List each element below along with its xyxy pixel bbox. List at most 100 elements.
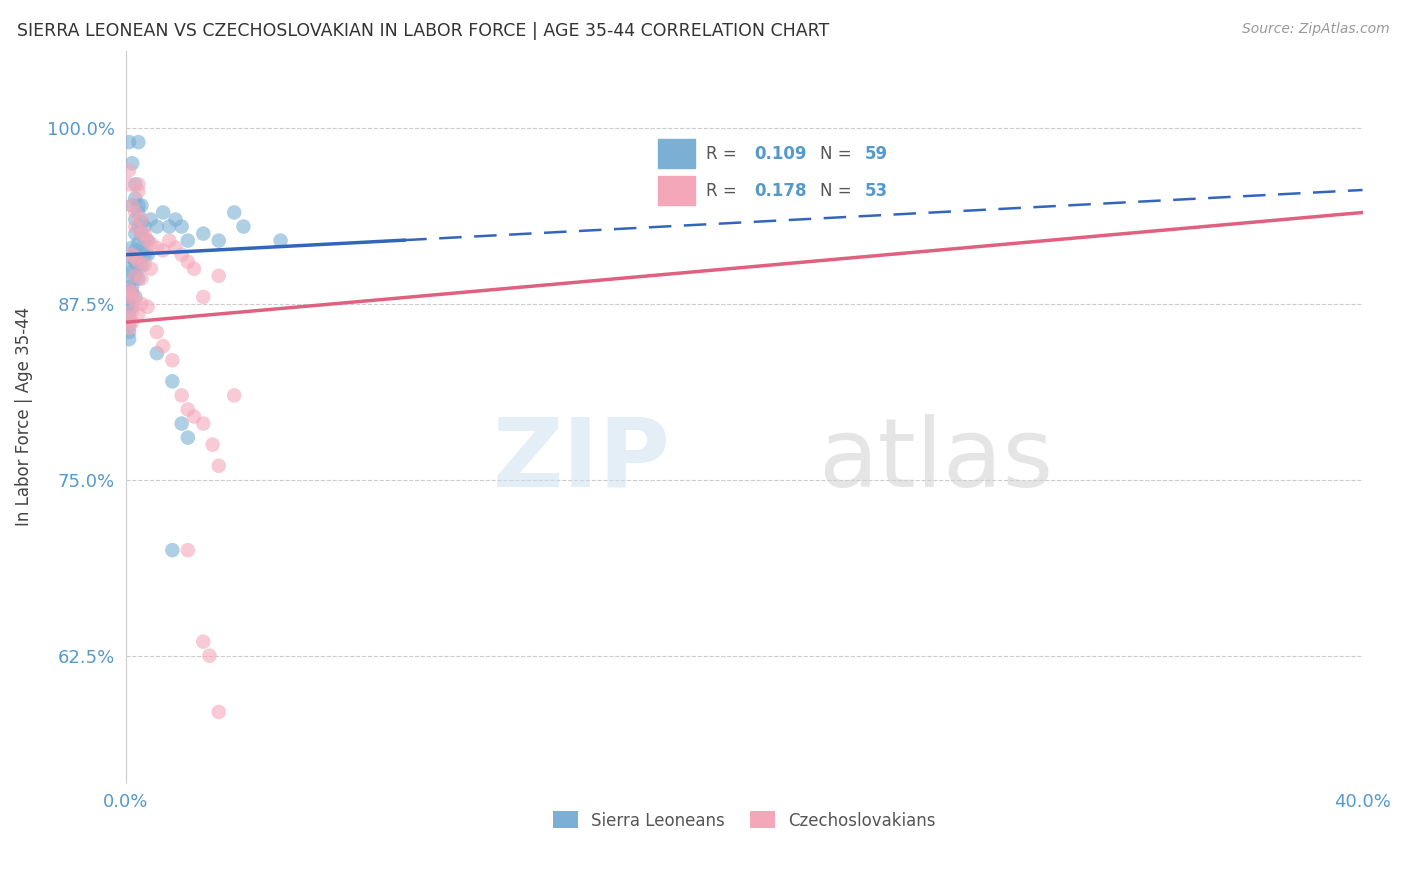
Point [127,198,149,212]
Point [232,219,254,234]
Text: 53: 53 [865,182,889,200]
Bar [658,177,695,205]
Text: ZIP: ZIP [492,414,671,507]
Point [177,431,200,445]
Point [131,244,153,259]
Point [152,205,174,219]
Point [131,227,153,241]
Text: 59: 59 [865,145,889,162]
Point [146,346,169,360]
Point [124,205,146,219]
Point [193,290,215,304]
Point [165,212,187,227]
Point [208,268,231,283]
Point [118,290,141,304]
Point [127,135,149,149]
Point [118,311,141,326]
Text: 0.178: 0.178 [755,182,807,200]
Point [121,300,143,314]
Point [124,254,146,268]
Point [170,248,193,262]
Bar [658,139,695,168]
Point [118,163,141,178]
Point [152,244,174,258]
Point [121,198,143,212]
Point [224,388,246,402]
Point [177,254,200,268]
Point [124,268,146,283]
Point [124,191,146,205]
Point [118,321,141,335]
Point [124,227,146,241]
Point [118,178,141,192]
Point [208,458,231,473]
Point [193,417,215,431]
Point [124,212,146,227]
Point [131,271,153,285]
Point [121,248,143,262]
Point [162,353,184,368]
Point [121,156,143,170]
Point [118,135,141,149]
Legend: Sierra Leoneans, Czechoslovakians: Sierra Leoneans, Czechoslovakians [546,805,942,836]
Text: SIERRA LEONEAN VS CZECHOSLOVAKIAN IN LABOR FORCE | AGE 35-44 CORRELATION CHART: SIERRA LEONEAN VS CZECHOSLOVAKIAN IN LAB… [17,22,830,40]
Point [127,307,149,321]
Point [177,543,200,558]
Point [208,705,231,719]
Point [124,244,146,258]
Point [124,178,146,192]
Point [157,219,180,234]
Point [124,293,146,307]
Point [136,234,159,248]
Point [131,297,153,311]
Point [136,248,159,262]
Point [124,268,146,283]
Point [183,261,205,276]
Point [162,375,184,389]
Point [124,219,146,234]
Point [118,290,141,304]
Point [177,402,200,417]
Y-axis label: In Labor Force | Age 35-44: In Labor Force | Age 35-44 [15,307,32,526]
Point [208,234,231,248]
Point [170,388,193,402]
Text: R =: R = [706,182,742,200]
Point [134,219,156,234]
Point [157,234,180,248]
Point [127,236,149,251]
Point [118,311,141,326]
Point [121,285,143,300]
Point [127,178,149,192]
Text: Source: ZipAtlas.com: Source: ZipAtlas.com [1241,22,1389,37]
Point [121,278,143,293]
Point [131,259,153,273]
Point [121,251,143,265]
Point [118,332,141,346]
Point [146,241,169,255]
Point [118,283,141,297]
Point [131,227,153,241]
Point [118,297,141,311]
Point [121,315,143,329]
Point [127,205,149,219]
Point [170,219,193,234]
Point [118,283,141,297]
Point [270,234,292,248]
Point [201,437,224,451]
Text: 0.109: 0.109 [755,145,807,162]
Point [139,261,162,276]
Point [131,215,153,229]
Point [134,234,156,248]
Point [136,300,159,314]
Point [152,339,174,353]
Point [139,236,162,251]
Point [124,290,146,304]
Text: atlas: atlas [818,414,1053,507]
Point [124,251,146,265]
Point [118,304,141,318]
Point [127,219,149,234]
Point [121,285,143,300]
Point [118,325,141,339]
Point [121,241,143,255]
Point [134,227,156,241]
